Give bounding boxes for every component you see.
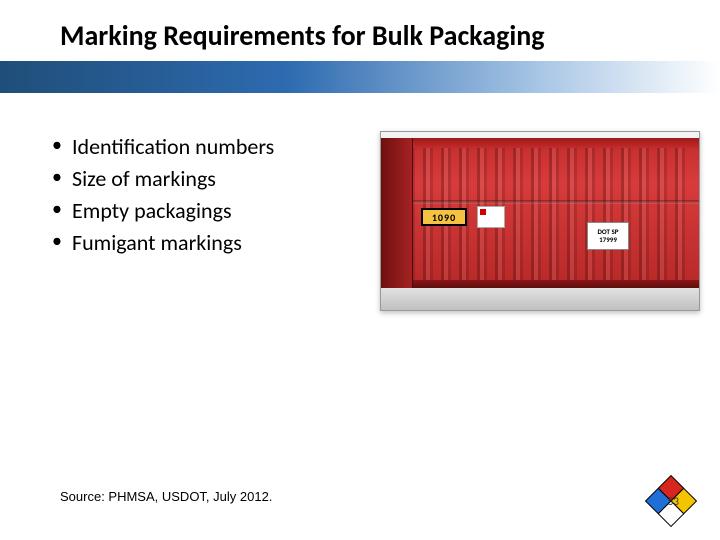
list-item: Empty packagings <box>50 195 350 227</box>
page-title: Marking Requirements for Bulk Packaging <box>60 18 680 53</box>
id-number-placard: 1090 <box>421 208 467 226</box>
warning-placard <box>477 206 505 228</box>
banner-stripe <box>0 61 720 93</box>
dot-sp-label: DOT SP 17999 <box>587 222 629 250</box>
source-citation: Source: PHMSA, USDOT, July 2012. <box>60 489 272 504</box>
bullet-list: Identification numbers Size of markings … <box>50 131 350 311</box>
page-number: 53 <box>668 495 679 508</box>
shipping-container-image: 1090 DOT SP 17999 <box>380 131 700 311</box>
list-item: Size of markings <box>50 163 350 195</box>
list-item: Fumigant markings <box>50 227 350 259</box>
list-item: Identification numbers <box>50 131 350 163</box>
